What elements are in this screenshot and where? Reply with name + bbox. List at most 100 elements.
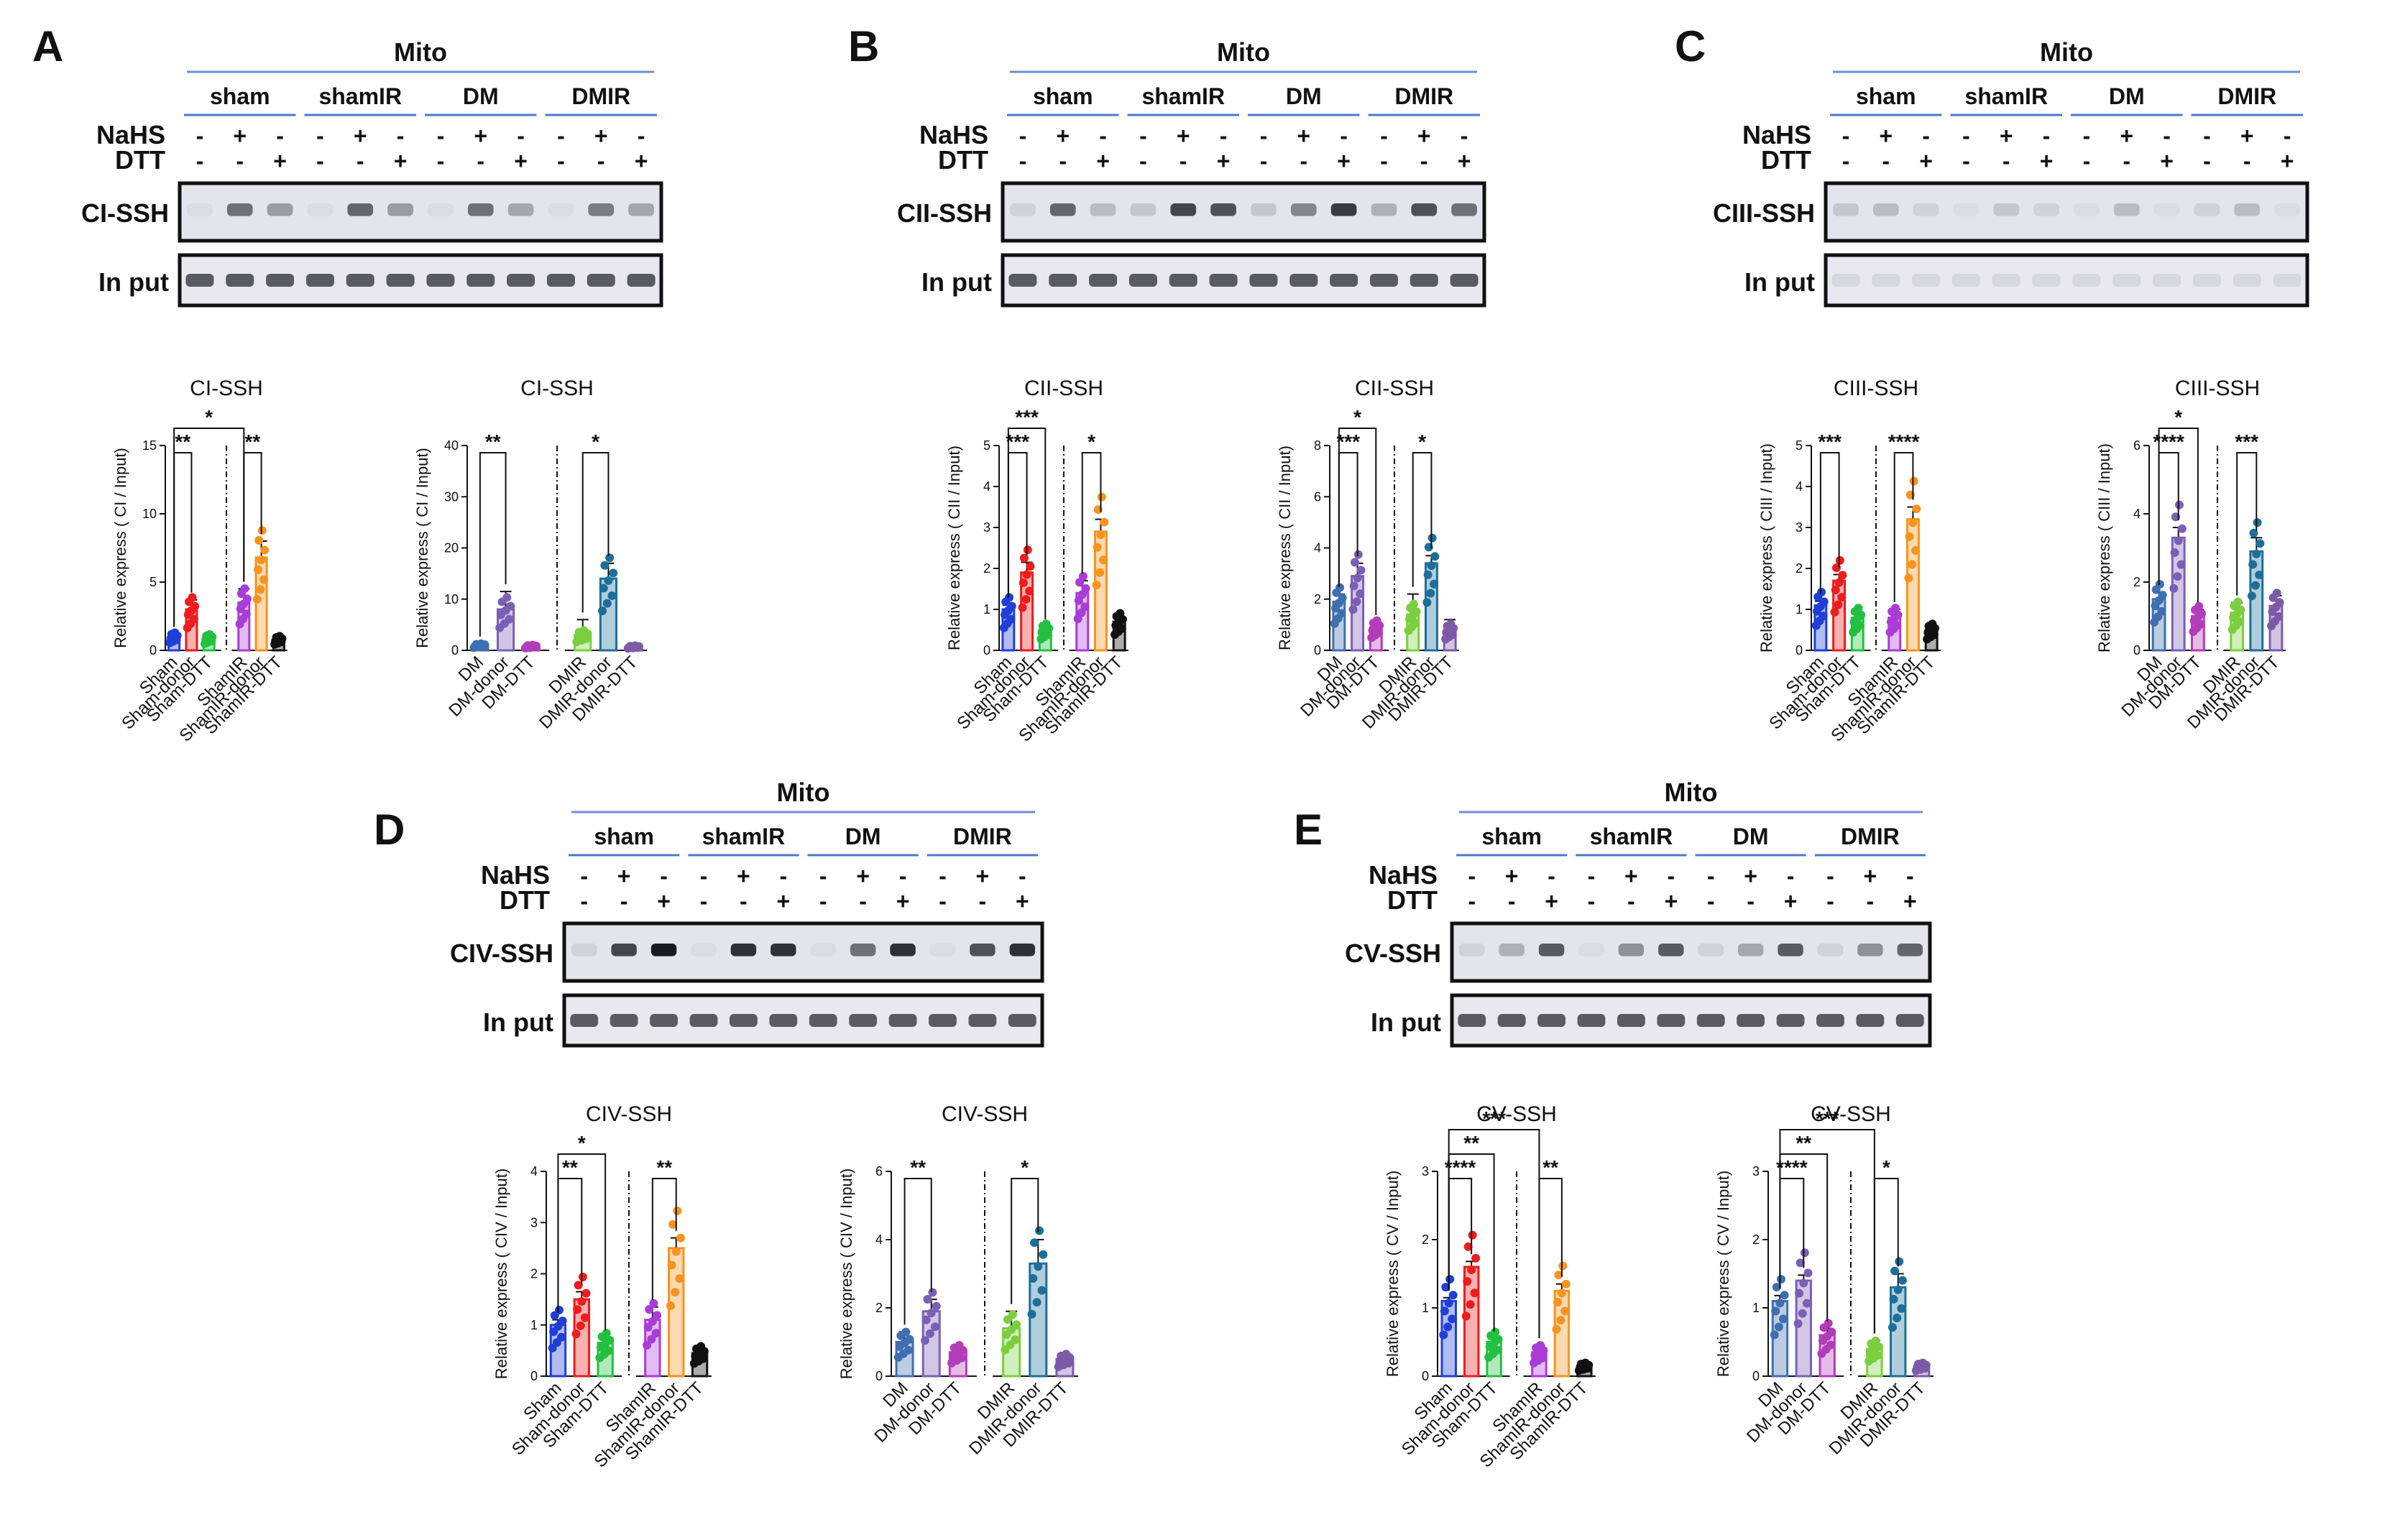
nahs-sign: - <box>2083 123 2091 149</box>
y-tick-label: 2 <box>983 561 990 576</box>
input-band <box>1895 1014 1924 1027</box>
y-tick-label: 3 <box>1752 1164 1760 1179</box>
group-label-dmir: DMIR <box>571 83 630 109</box>
nahs-sign: - <box>1842 123 1850 149</box>
input-blot-label: In put <box>98 267 169 297</box>
nahs-sign: + <box>1864 863 1877 889</box>
data-point <box>1029 1273 1038 1283</box>
panel-letter: E <box>1294 806 1323 854</box>
y-tick-label: 1 <box>1796 602 1803 617</box>
data-point <box>1798 1309 1807 1318</box>
data-point <box>1356 589 1365 599</box>
y-tick-label: 4 <box>530 1164 538 1179</box>
data-point <box>256 585 265 594</box>
nahs-sign: - <box>1468 863 1476 889</box>
data-point <box>2158 591 2167 600</box>
data-point <box>1835 555 1844 565</box>
bar-chart-d: CIV-SSH 0 1 2 3 4 Relative express ( CIV / Inp… <box>492 1102 712 1472</box>
dtt-sign: - <box>2083 148 2091 174</box>
data-point <box>1771 1306 1780 1316</box>
input-band <box>266 274 295 287</box>
data-point <box>602 1329 611 1338</box>
data-point <box>1819 597 1829 607</box>
ssh-blot-label: CI-SSH <box>81 198 169 228</box>
data-point <box>2174 536 2183 545</box>
nahs-sign: + <box>354 123 367 149</box>
ssh-band <box>1578 944 1604 956</box>
data-point <box>1353 573 1362 583</box>
input-band <box>627 274 656 287</box>
dtt-sign: + <box>2040 148 2054 174</box>
significance-stars: * <box>592 430 599 453</box>
ssh-band <box>2194 203 2220 216</box>
data-point <box>1062 1350 1071 1359</box>
input-band <box>1049 274 1077 287</box>
y-tick-label: 0 <box>451 643 459 658</box>
data-point <box>1837 593 1847 602</box>
data-point <box>1826 1340 1835 1350</box>
data-point <box>1353 550 1363 559</box>
data-point <box>1471 1253 1481 1263</box>
dtt-sign: - <box>1260 148 1268 174</box>
significance-bracket <box>651 1178 677 1300</box>
data-point <box>257 526 267 535</box>
dtt-sign: + <box>1096 148 1110 174</box>
data-point <box>1446 619 1456 629</box>
data-point <box>2275 598 2284 607</box>
data-point <box>925 1329 934 1338</box>
data-point <box>2170 548 2179 557</box>
data-point <box>1581 1358 1590 1368</box>
dtt-sign: - <box>979 888 987 914</box>
data-point <box>1445 1275 1455 1284</box>
significance-stars: **** <box>2153 430 2184 453</box>
data-point <box>604 576 613 585</box>
data-point <box>2233 597 2243 607</box>
dtt-sign: + <box>1016 888 1029 914</box>
input-band <box>1497 1014 1526 1027</box>
significance-stars: ** <box>910 1156 926 1179</box>
dtt-sign: - <box>859 888 867 914</box>
significance-stars: * <box>205 406 213 428</box>
input-band <box>2233 274 2261 287</box>
input-band <box>1816 1014 1844 1027</box>
input-band <box>2273 274 2302 287</box>
dtt-sign: - <box>740 888 748 914</box>
input-band <box>929 1014 957 1027</box>
dtt-sign: + <box>2160 148 2174 174</box>
data-point <box>1556 1316 1565 1325</box>
ssh-band <box>1857 944 1883 956</box>
data-point <box>1007 601 1016 611</box>
data-point <box>1796 1258 1805 1268</box>
data-point <box>602 599 612 608</box>
nahs-sign: - <box>779 863 787 889</box>
nahs-sign: - <box>316 123 324 149</box>
dtt-sign: - <box>939 888 947 914</box>
group-label-dmir: DMIR <box>1841 824 1900 849</box>
dtt-sign: - <box>1019 148 1027 174</box>
ssh-band <box>929 944 956 956</box>
nahs-sign: - <box>437 123 445 149</box>
data-point <box>604 1346 613 1355</box>
nahs-sign: - <box>939 863 947 889</box>
data-point <box>2272 589 2281 598</box>
data-point <box>1348 605 1358 614</box>
dtt-sign: - <box>1468 888 1476 914</box>
data-point <box>647 1334 656 1344</box>
significance-bracket <box>1538 1178 1563 1339</box>
group-label-dm: DM <box>2109 83 2145 109</box>
dtt-row-label: DTT <box>1387 885 1438 915</box>
nahs-sign: + <box>1744 863 1757 889</box>
data-point <box>1774 1322 1783 1332</box>
significance-bracket <box>173 428 245 627</box>
data-point <box>1011 1335 1020 1345</box>
data-point <box>1911 546 1921 555</box>
input-band <box>1458 1014 1486 1027</box>
ssh-blot <box>1001 181 1486 243</box>
significance-stars: * <box>578 1132 586 1154</box>
data-point <box>1893 1285 1903 1294</box>
chart-title: CI-SSH <box>190 377 263 400</box>
data-point <box>1335 583 1345 592</box>
data-point <box>580 1313 589 1322</box>
significance-stars: ** <box>175 430 190 453</box>
